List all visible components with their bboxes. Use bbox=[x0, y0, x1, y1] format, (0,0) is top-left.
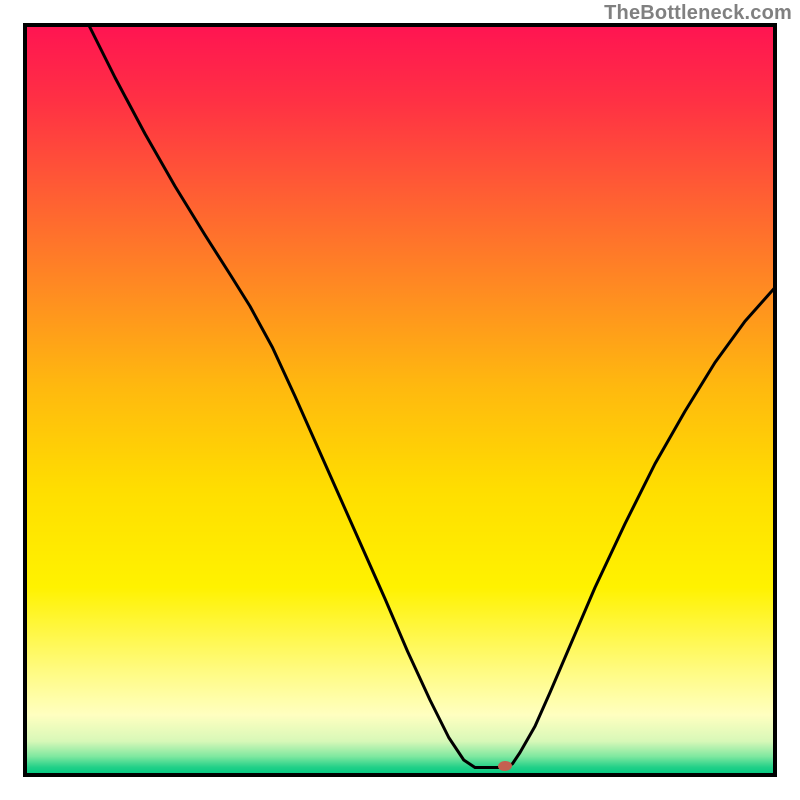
gradient-background bbox=[25, 25, 775, 775]
chart-container: { "watermark": "TheBottleneck.com", "cha… bbox=[0, 0, 800, 800]
watermark-text: TheBottleneck.com bbox=[604, 2, 792, 25]
bottleneck-chart bbox=[0, 0, 800, 800]
